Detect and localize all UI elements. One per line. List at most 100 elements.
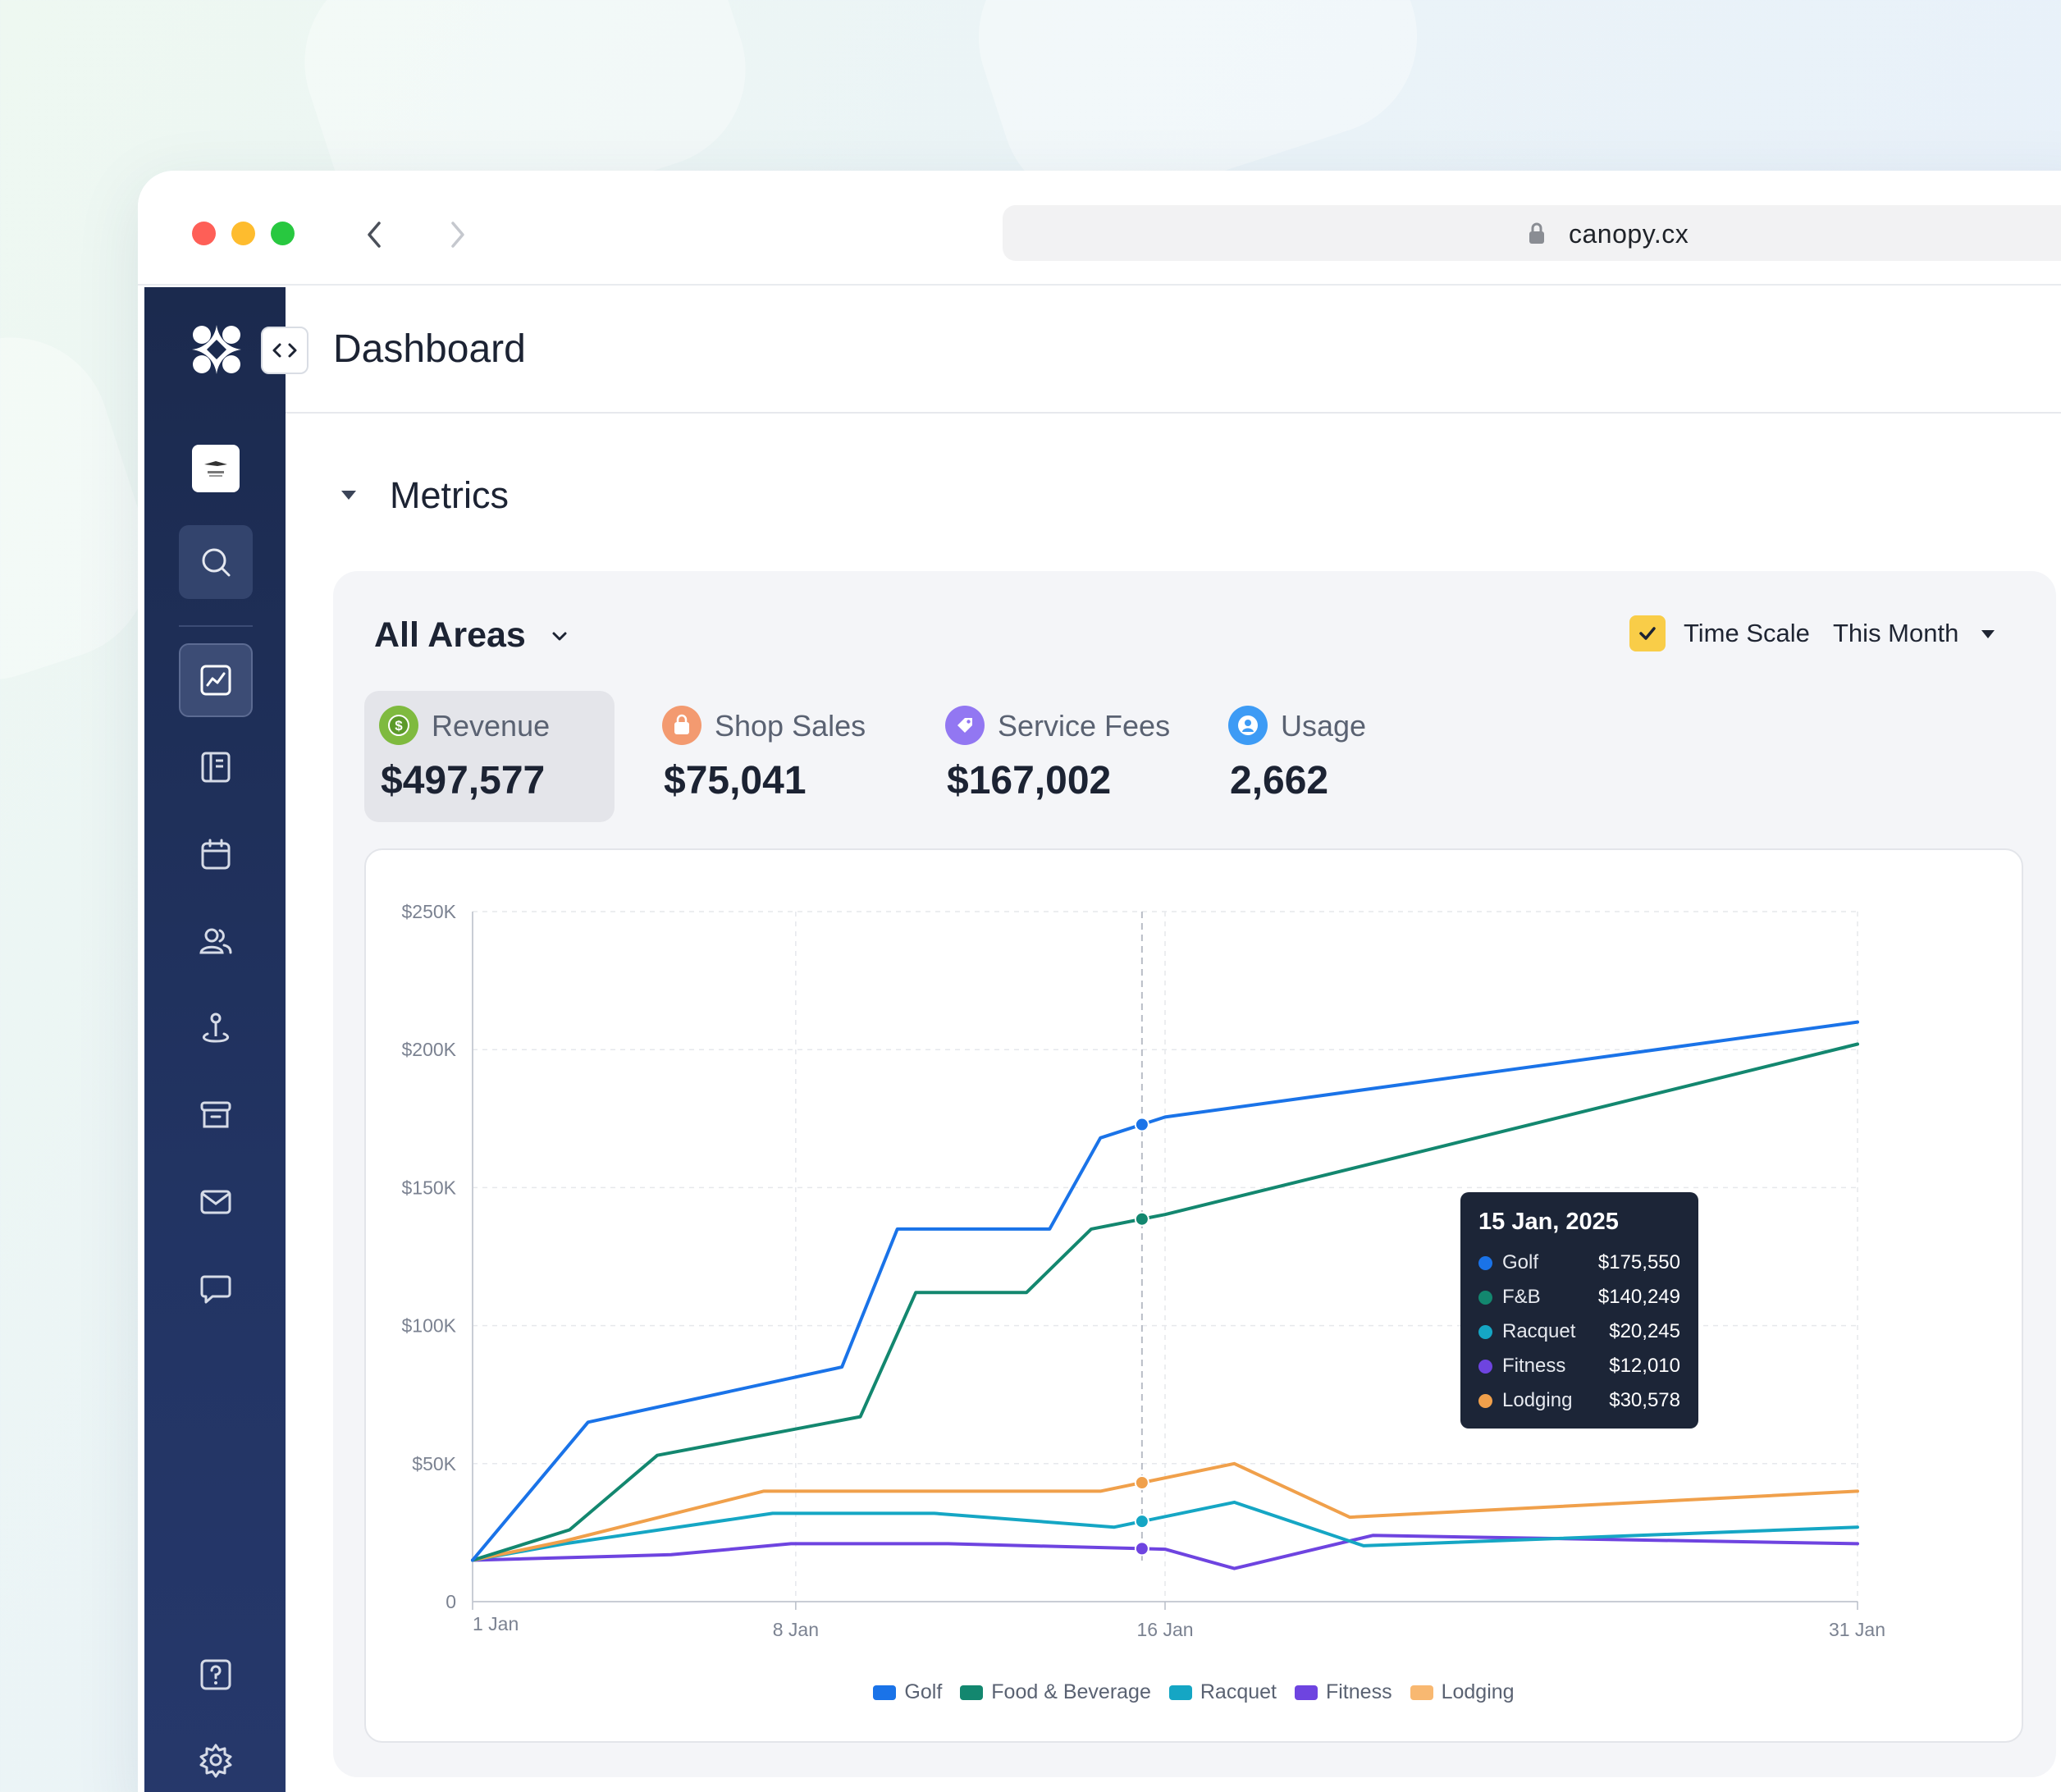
svg-text:$: $ <box>395 718 403 734</box>
sidebar-item-inventory[interactable] <box>179 1078 253 1152</box>
metric-value: $167,002 <box>947 759 1112 802</box>
shopping-bag-icon <box>662 706 701 745</box>
series-line-racquet <box>471 1500 1859 1562</box>
sidebar-item-messages[interactable] <box>179 1252 253 1326</box>
tooltip-row: Fitness $12,010 <box>1478 1349 1680 1383</box>
hover-point <box>1134 1541 1149 1557</box>
sidebar-item-calendar[interactable] <box>179 817 253 891</box>
tooltip-row: Lodging $30,578 <box>1478 1383 1680 1418</box>
metric-card-usage[interactable]: Usage 2,662 <box>1213 691 1464 822</box>
series-dot <box>1478 1255 1492 1270</box>
sidebar-item-reports[interactable] <box>179 730 253 804</box>
collapse-caret-icon[interactable] <box>341 491 356 500</box>
series-dot <box>1478 1393 1492 1408</box>
sidebar-divider <box>179 625 253 627</box>
series-dot <box>1478 1359 1492 1374</box>
legend-item-racquet[interactable]: Racquet <box>1168 1680 1277 1704</box>
sidebar-item-settings[interactable] <box>179 1723 253 1792</box>
legend-swatch <box>1410 1685 1433 1700</box>
metric-card-shop-sales[interactable]: Shop Sales $75,041 <box>647 691 898 822</box>
chart-legend: Golf Food & Beverage Racquet Fitness Lod… <box>366 1680 2022 1704</box>
tooltip-series-value: $175,550 <box>1597 1251 1680 1273</box>
address-bar[interactable]: canopy.cx <box>1003 205 2061 261</box>
time-range-select[interactable]: This Month <box>1833 619 1959 647</box>
line-chart-svg: 0 $50K $100K $150K $200K $250K 1 Jan 8 Jan 16 Ja… <box>401 901 1885 1640</box>
organization-logo[interactable] <box>192 445 240 492</box>
y-tick-label: $50K <box>412 1453 456 1474</box>
user-icon <box>1228 706 1268 745</box>
sidebar-item-members[interactable] <box>179 904 253 978</box>
time-scale-label: Time Scale <box>1684 619 1810 647</box>
time-scale-checkbox[interactable] <box>1629 615 1666 651</box>
tooltip-series-name: Racquet <box>1502 1320 1576 1342</box>
tooltip-date: 15 Jan, 2025 <box>1478 1209 1619 1235</box>
y-tick-label: $150K <box>401 1177 456 1198</box>
legend-item-lodging[interactable]: Lodging <box>1410 1680 1515 1704</box>
metric-value: 2,662 <box>1230 759 1329 802</box>
main-content: Dashboard Metrics All Areas Time Scale T… <box>261 287 2061 1792</box>
tooltip-series-name: Lodging <box>1502 1389 1573 1411</box>
sidebar-item-mail[interactable] <box>179 1165 253 1239</box>
chart-icon <box>200 665 231 696</box>
gear-icon <box>199 1744 232 1778</box>
minimize-window-button[interactable] <box>231 222 255 245</box>
tooltip-series-name: F&B <box>1502 1286 1541 1308</box>
legend-label: Fitness <box>1325 1680 1392 1703</box>
metric-label: Usage <box>1281 709 1367 743</box>
x-tick-label: 8 Jan <box>773 1619 819 1640</box>
x-tick-label: 16 Jan <box>1136 1619 1193 1640</box>
x-tick-label: 1 Jan <box>473 1613 519 1634</box>
y-tick-label: $100K <box>401 1315 456 1337</box>
metric-label: Service Fees <box>998 709 1171 743</box>
book-icon <box>201 752 231 783</box>
series-dot <box>1478 1290 1492 1305</box>
back-arrow-icon[interactable] <box>359 218 392 251</box>
legend-item-golf[interactable]: Golf <box>873 1680 942 1704</box>
y-tick-label: $250K <box>401 901 456 922</box>
maximize-window-button[interactable] <box>271 222 295 245</box>
hover-point <box>1134 1514 1149 1529</box>
metric-card-revenue[interactable]: $ Revenue $497,577 <box>364 691 615 822</box>
legend-item-food-beverage[interactable]: Food & Beverage <box>960 1680 1151 1704</box>
header-divider <box>286 412 2061 414</box>
metric-value: $75,041 <box>664 759 807 802</box>
sidebar-item-locations[interactable] <box>179 991 253 1065</box>
y-tick-label: 0 <box>446 1591 456 1612</box>
help-icon <box>200 1659 231 1690</box>
sidebar-item-help[interactable] <box>179 1638 253 1712</box>
sidebar <box>144 287 286 1792</box>
series-line-golf <box>471 1020 1859 1562</box>
legend-item-fitness[interactable]: Fitness <box>1294 1680 1392 1704</box>
sidebar-search-button[interactable] <box>179 525 253 599</box>
metric-card-service-fees[interactable]: Service Fees $167,002 <box>930 691 1181 822</box>
legend-label: Lodging <box>1441 1680 1515 1703</box>
browser-titlebar: canopy.cx <box>138 171 2061 286</box>
area-filter-dropdown[interactable]: All Areas <box>374 615 526 655</box>
search-icon <box>202 548 231 577</box>
sidebar-item-dashboard[interactable] <box>179 643 253 717</box>
metric-label: Revenue <box>432 709 551 743</box>
close-window-button[interactable] <box>192 222 216 245</box>
dollar-icon: $ <box>379 706 418 745</box>
legend-swatch <box>1168 1685 1192 1700</box>
tooltip-series-value: $12,010 <box>1609 1355 1680 1377</box>
tooltip-series-value: $140,249 <box>1597 1286 1680 1308</box>
tooltip-series-value: $30,578 <box>1609 1389 1680 1411</box>
caret-down-icon[interactable] <box>1981 630 1995 638</box>
canopy-logo-icon[interactable] <box>190 323 243 376</box>
x-tick-label: 31 Jan <box>1829 1619 1885 1640</box>
archive-icon <box>200 1101 231 1128</box>
users-icon <box>199 928 232 954</box>
sidebar-toggle-button[interactable] <box>261 327 308 374</box>
metric-label: Shop Sales <box>715 709 866 743</box>
revenue-chart: 0 $50K $100K $150K $200K $250K 1 Jan 8 Jan 16 Ja… <box>364 848 2023 1743</box>
hover-point <box>1134 1475 1149 1490</box>
metrics-panel: All Areas Time Scale This Month $ Revenu… <box>333 571 2056 1777</box>
checkmark-icon <box>1639 627 1656 640</box>
chevron-down-icon[interactable] <box>548 625 571 648</box>
legend-label: Racquet <box>1200 1680 1277 1703</box>
calendar-icon <box>201 839 231 870</box>
forward-arrow-icon[interactable] <box>441 218 474 251</box>
page-title: Dashboard <box>333 327 526 371</box>
section-title[interactable]: Metrics <box>390 474 509 516</box>
